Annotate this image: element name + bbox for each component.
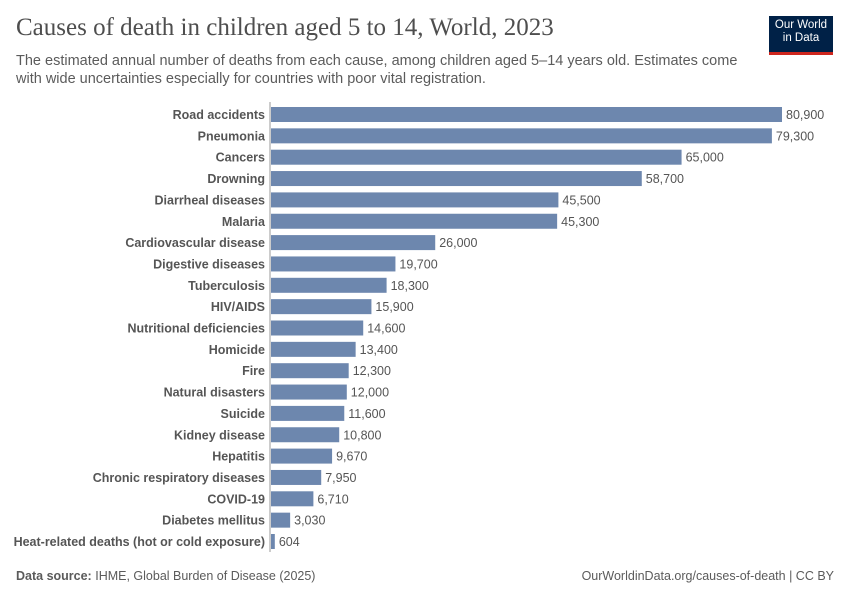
value-label: 45,300	[561, 215, 599, 229]
value-label: 18,300	[391, 279, 429, 293]
value-label: 45,500	[562, 193, 600, 207]
category-label: Road accidents	[173, 108, 265, 122]
category-label: Heat-related deaths (hot or cold exposur…	[14, 535, 265, 549]
bar[interactable]	[271, 384, 347, 400]
bar[interactable]	[271, 235, 436, 251]
bar[interactable]	[271, 427, 340, 443]
value-label: 3,030	[294, 514, 325, 528]
value-label: 79,300	[776, 129, 814, 143]
bar[interactable]	[271, 256, 396, 272]
bar[interactable]	[271, 491, 314, 507]
source-label: Data source:	[16, 569, 92, 583]
category-label: Chronic respiratory diseases	[93, 471, 265, 485]
category-label: Pneumonia	[198, 129, 266, 143]
category-label: Cancers	[216, 151, 265, 165]
owid-logo[interactable]: Our World in Data	[769, 16, 833, 55]
footer-url[interactable]: OurWorldinData.org/causes-of-death | CC …	[581, 569, 834, 583]
category-label: Homicide	[209, 343, 265, 357]
bar[interactable]	[271, 320, 364, 336]
category-label: Tuberculosis	[188, 279, 265, 293]
value-label: 80,900	[786, 108, 824, 122]
category-label: COVID-19	[207, 492, 265, 506]
value-label: 12,300	[353, 364, 391, 378]
category-label: Cardiovascular disease	[125, 236, 265, 250]
value-label: 26,000	[439, 236, 477, 250]
bar[interactable]	[271, 341, 356, 357]
bar[interactable]	[271, 405, 345, 421]
source-link[interactable]: IHME, Global Burden of Disease (2025)	[95, 569, 316, 583]
bar[interactable]	[271, 213, 558, 229]
value-label: 604	[279, 535, 300, 549]
bar[interactable]	[271, 171, 642, 187]
value-label: 14,600	[367, 322, 405, 336]
category-label: Suicide	[221, 407, 266, 421]
bar[interactable]	[271, 128, 772, 144]
category-label: Diabetes mellitus	[162, 514, 265, 528]
bar[interactable]	[271, 363, 349, 379]
value-label: 13,400	[360, 343, 398, 357]
category-label: Nutritional deficiencies	[127, 322, 265, 336]
value-label: 11,600	[348, 407, 385, 421]
category-label: Natural disasters	[164, 386, 265, 400]
bar[interactable]	[271, 299, 372, 315]
category-label: Digestive diseases	[153, 257, 265, 271]
category-label: Diarrheal diseases	[155, 193, 266, 207]
bar[interactable]	[271, 149, 682, 165]
category-label: HIV/AIDS	[211, 300, 265, 314]
chart-subtitle: The estimated annual number of deaths fr…	[16, 53, 738, 87]
bar[interactable]	[271, 277, 387, 293]
value-label: 58,700	[646, 172, 684, 186]
bar[interactable]	[271, 448, 333, 464]
value-label: 9,670	[336, 450, 367, 464]
value-label: 65,000	[686, 151, 724, 165]
chart-title: Causes of death in children aged 5 to 14…	[16, 14, 554, 41]
data-source: Data source: IHME, Global Burden of Dise…	[16, 569, 315, 583]
bar[interactable]	[271, 534, 275, 549]
category-label: Hepatitis	[212, 450, 265, 464]
value-label: 15,900	[375, 300, 413, 314]
bar[interactable]	[271, 469, 322, 485]
bar[interactable]	[271, 107, 782, 122]
value-label: 10,800	[343, 428, 381, 442]
bar[interactable]	[271, 192, 559, 208]
category-label: Malaria	[222, 215, 266, 229]
value-label: 6,710	[317, 492, 348, 506]
bar[interactable]	[271, 512, 291, 528]
value-label: 12,000	[351, 386, 389, 400]
category-label: Drowning	[207, 172, 265, 186]
category-label: Fire	[242, 364, 265, 378]
value-label: 7,950	[325, 471, 356, 485]
category-label: Kidney disease	[174, 428, 265, 442]
value-label: 19,700	[399, 257, 437, 271]
